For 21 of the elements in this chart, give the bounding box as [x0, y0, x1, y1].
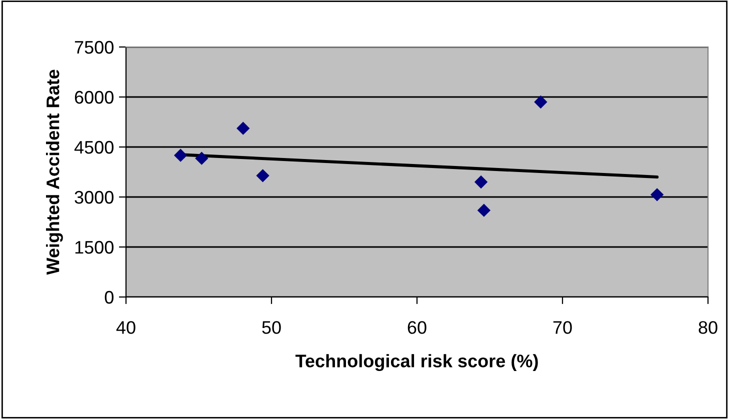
y-tick-label: 3000: [74, 190, 114, 204]
x-tick-label: 70: [553, 321, 572, 334]
point: [195, 152, 208, 165]
x-axis-title: Technological risk score (%): [295, 354, 538, 372]
y-tick-label: 4500: [74, 140, 114, 154]
point: [477, 204, 491, 217]
y-tick-label: 0: [104, 290, 114, 304]
x-tick-label: 60: [408, 321, 426, 334]
point: [534, 95, 548, 109]
y-tick-label: 1500: [75, 240, 114, 254]
point: [174, 148, 188, 162]
x-tick-label: 40: [116, 321, 136, 334]
point: [474, 175, 488, 189]
x-tick-label: 80: [698, 321, 718, 334]
point: [236, 122, 250, 135]
y-tick-label: 7500: [74, 40, 114, 54]
point: [650, 188, 664, 202]
y-axis-title: Weighted Accident Rate: [46, 70, 63, 275]
x-tick-label: 50: [262, 321, 281, 334]
point: [256, 169, 270, 182]
y-tick-label: 6000: [74, 90, 114, 104]
